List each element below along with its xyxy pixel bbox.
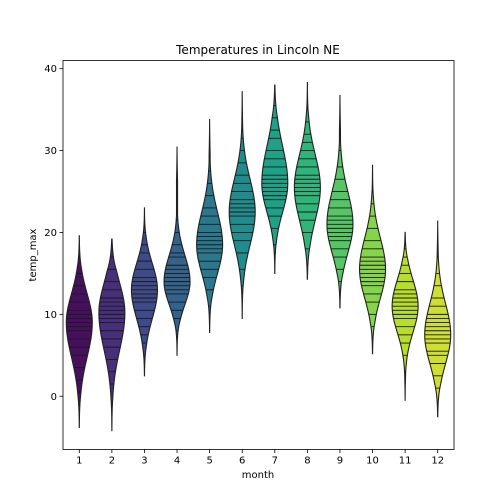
y-axis-label: temp_max xyxy=(28,228,39,281)
violin-1 xyxy=(65,235,93,428)
x-tick-label: 12 xyxy=(431,456,444,467)
violin-2 xyxy=(98,238,126,432)
violin-8 xyxy=(293,82,321,280)
violin-11 xyxy=(391,231,419,401)
x-tick-label: 10 xyxy=(366,456,379,467)
y-tick-label: 10 xyxy=(44,310,57,321)
violin-9 xyxy=(326,94,354,309)
y-tick-label: 30 xyxy=(44,146,57,157)
x-axis-label: month xyxy=(242,470,274,481)
x-tick-label: 4 xyxy=(174,456,180,467)
x-tick-label: 9 xyxy=(337,456,343,467)
x-tick-label: 6 xyxy=(239,456,245,467)
plot-area xyxy=(65,82,452,432)
violin-3 xyxy=(130,207,159,377)
violin-10 xyxy=(358,164,387,355)
x-tick-label: 1 xyxy=(76,456,82,467)
chart-title: Temperatures in Lincoln NE xyxy=(175,43,340,57)
y-tick-label: 20 xyxy=(44,228,57,239)
x-tick-label: 8 xyxy=(304,456,310,467)
y-tick-label: 40 xyxy=(44,64,57,75)
x-axis: 1 2 3 4 5 6 7 8 9 10 11 12 xyxy=(76,449,444,467)
x-tick-label: 3 xyxy=(141,456,147,467)
x-tick-label: 7 xyxy=(272,456,278,467)
x-tick-label: 2 xyxy=(109,456,115,467)
x-tick-label: 11 xyxy=(399,456,412,467)
violin-6 xyxy=(228,91,256,320)
x-tick-label: 5 xyxy=(206,456,212,467)
y-axis: 0 10 20 30 40 xyxy=(44,64,63,403)
y-tick-label: 0 xyxy=(51,392,57,403)
violin-5 xyxy=(196,118,224,333)
violin-4 xyxy=(163,146,191,356)
plot-frame xyxy=(62,60,455,450)
